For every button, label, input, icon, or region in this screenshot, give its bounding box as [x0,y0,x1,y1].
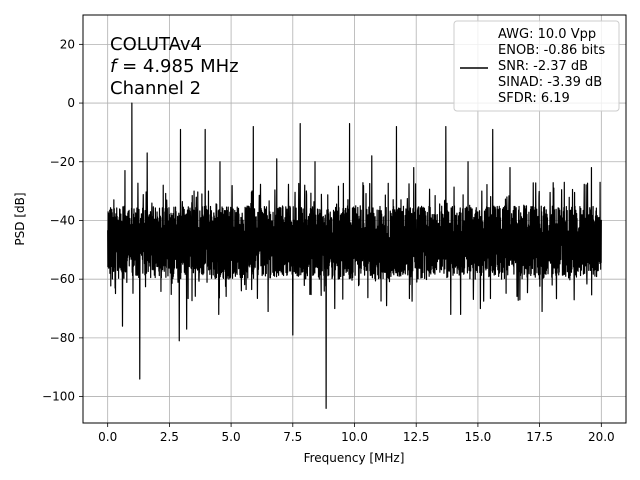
legend-enob: ENOB: -0.86 bits [498,43,605,58]
x-tick-label-7: 17.5 [526,430,553,444]
annotation-frequency-symbol: f [110,56,119,77]
x-axis-label: Frequency [MHz] [304,451,405,465]
y-tick-label-5: 0 [67,96,75,110]
annotation-frequency-value: = 4.985 MHz [116,56,238,77]
legend-sinad: SINAD: -3.39 dB [498,75,602,90]
legend-sfdr: SFDR: 6.19 [498,91,570,106]
annotation-frequency: f = 4.985 MHz [110,56,239,77]
legend-frame [453,20,620,112]
x-tick-label-2: 5.0 [222,430,241,444]
x-tick-label-8: 20.0 [588,430,615,444]
y-axis-label: PSD [dB] [13,192,27,245]
annotation-chip-name: COLUTAv4 [110,34,202,55]
x-tick-label-6: 15.0 [465,430,492,444]
x-tick-label-3: 7.5 [283,430,302,444]
y-tick-label-3: −40 [50,213,75,227]
y-tick-label-1: −80 [50,331,75,345]
annotation-channel: Channel 2 [110,78,201,99]
series-layer [107,102,602,409]
y-tick-label-2: −60 [50,272,75,286]
psd-series-line-0 [107,102,602,409]
annotation-box: COLUTAv4 f = 4.985 MHz Channel 2 [110,34,239,99]
y-tick-label-4: −20 [50,155,75,169]
legend-awg: AWG: 10.0 Vpp [498,27,596,42]
y-axis: −100 −80 −60 −40 −20 0 20 [42,37,83,404]
legend-snr: SNR: -2.37 dB [498,59,588,74]
legend: AWG: 10.0 Vpp ENOB: -0.86 bits SNR: -2.3… [453,20,620,112]
x-tick-label-1: 2.5 [160,430,179,444]
y-tick-label-6: 20 [60,37,75,51]
y-tick-label-0: −100 [42,390,75,404]
x-axis: 0.0 2.5 5.0 7.5 10.0 12.5 15.0 17.5 20.0 [98,423,615,444]
x-tick-label-5: 12.5 [403,430,430,444]
x-tick-label-4: 10.0 [341,430,368,444]
x-tick-label-0: 0.0 [98,430,117,444]
